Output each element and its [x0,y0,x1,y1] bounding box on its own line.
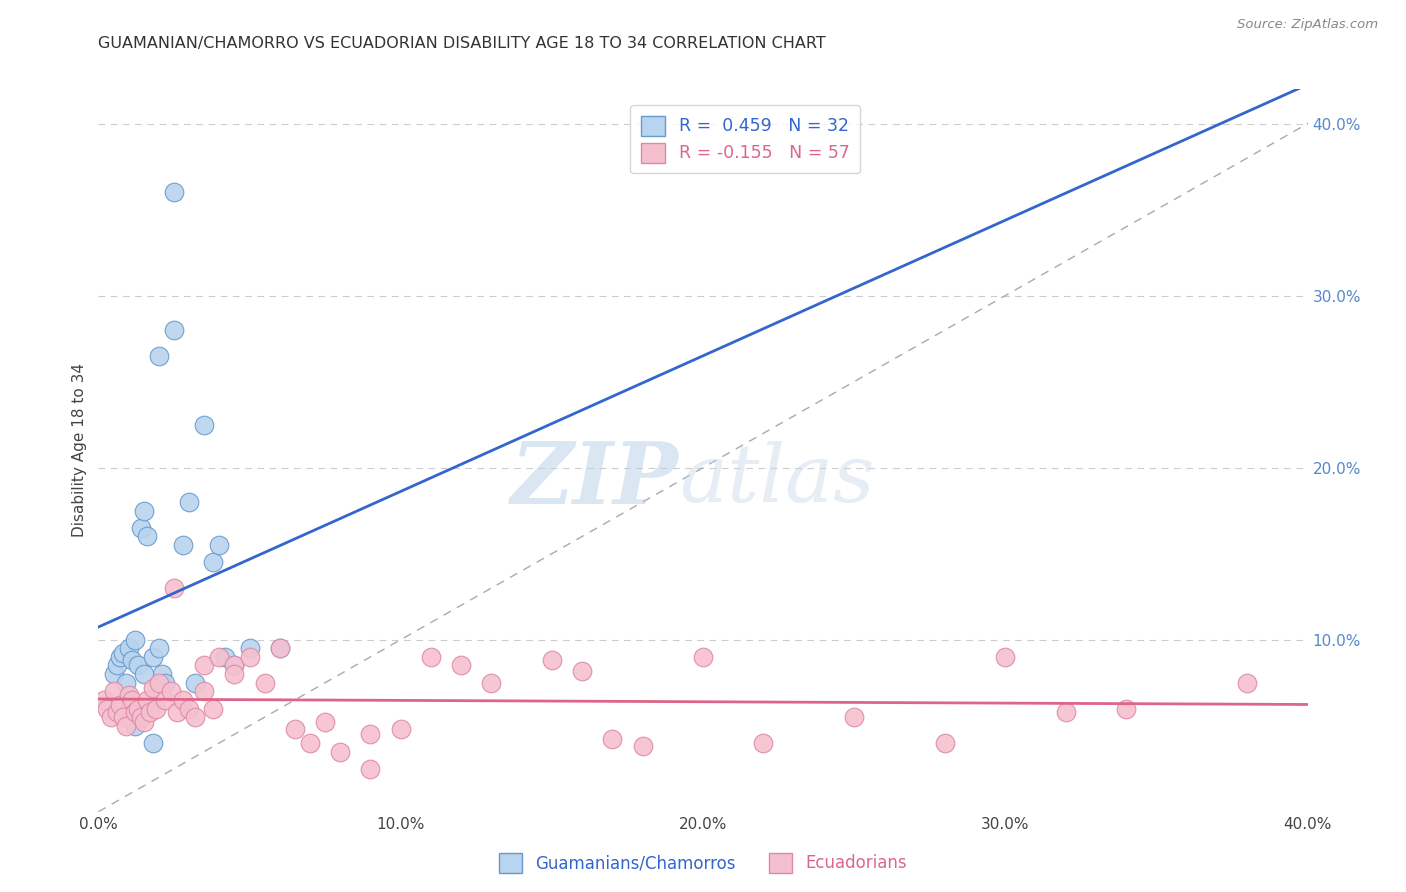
Point [127,701,149,715]
Point [172,538,194,552]
Point [179,701,201,715]
Point [100,710,122,724]
Point [224,658,246,673]
Text: GUAMANIAN/CHAMORRO VS ECUADORIAN DISABILITY AGE 18 TO 34 CORRELATION CHART: GUAMANIAN/CHAMORRO VS ECUADORIAN DISABIL… [98,36,827,51]
Point [105,705,128,719]
Point [166,705,188,719]
Point [108,649,131,664]
Point [96,701,118,715]
Point [184,675,207,690]
Point [153,693,176,707]
Point [450,658,472,673]
Point [124,705,146,719]
Point [148,349,170,363]
Point [1115,701,1137,715]
Point [193,658,215,673]
Point [142,681,165,695]
Point [163,186,186,200]
Point [142,736,165,750]
Point [269,641,291,656]
Point [284,722,307,736]
Point [692,649,714,664]
Point [153,675,176,690]
Text: Source: ZipAtlas.com: Source: ZipAtlas.com [1237,18,1378,31]
Point [389,722,412,736]
Point [129,521,152,535]
Point [124,632,146,647]
Point [208,538,231,552]
Point [163,323,186,337]
Point [253,675,276,690]
Point [172,693,194,707]
Legend: R =  0.459   N = 32, R = -0.155   N = 57: R = 0.459 N = 32, R = -0.155 N = 57 [630,105,860,173]
Point [481,675,503,690]
Point [360,762,382,776]
Point [118,641,141,656]
Point [844,710,866,724]
Point [224,658,246,673]
Point [142,649,165,664]
Point [160,684,183,698]
Point [111,647,134,661]
Point [114,719,136,733]
Point [1236,675,1258,690]
Point [118,688,141,702]
Point [135,693,157,707]
Point [299,736,322,750]
Point [214,649,236,664]
Point [105,658,128,673]
Point [163,581,186,595]
Point [269,641,291,656]
Point [145,701,167,715]
Point [139,705,162,719]
Point [420,649,443,664]
Point [148,641,170,656]
Point [121,693,143,707]
Text: atlas: atlas [679,441,875,518]
Point [103,684,125,698]
Point [121,653,143,667]
Point [1054,705,1077,719]
Point [360,727,382,741]
Point [127,658,149,673]
Point [994,649,1017,664]
Point [148,675,170,690]
Point [124,719,146,733]
Point [224,667,246,681]
Point [540,653,562,667]
Point [103,667,125,681]
Point [93,693,115,707]
Y-axis label: Disability Age 18 to 34: Disability Age 18 to 34 [72,363,87,538]
Point [193,684,215,698]
Point [184,710,207,724]
Point [111,710,134,724]
Point [314,715,336,730]
Point [132,667,155,681]
Point [202,555,225,569]
Point [108,698,131,712]
Text: ZIP: ZIP [510,438,679,521]
Point [934,736,956,750]
Point [114,675,136,690]
Point [135,529,157,543]
Point [602,732,624,747]
Point [631,739,654,754]
Legend: Guamanians/Chamorros, Ecuadorians: Guamanians/Chamorros, Ecuadorians [492,847,914,880]
Point [239,649,262,664]
Point [132,503,155,517]
Point [179,495,201,509]
Point [329,744,352,758]
Point [571,664,593,678]
Point [132,715,155,730]
Point [193,417,215,432]
Point [752,736,775,750]
Point [150,667,173,681]
Point [208,649,231,664]
Point [129,710,152,724]
Point [239,641,262,656]
Point [202,701,225,715]
